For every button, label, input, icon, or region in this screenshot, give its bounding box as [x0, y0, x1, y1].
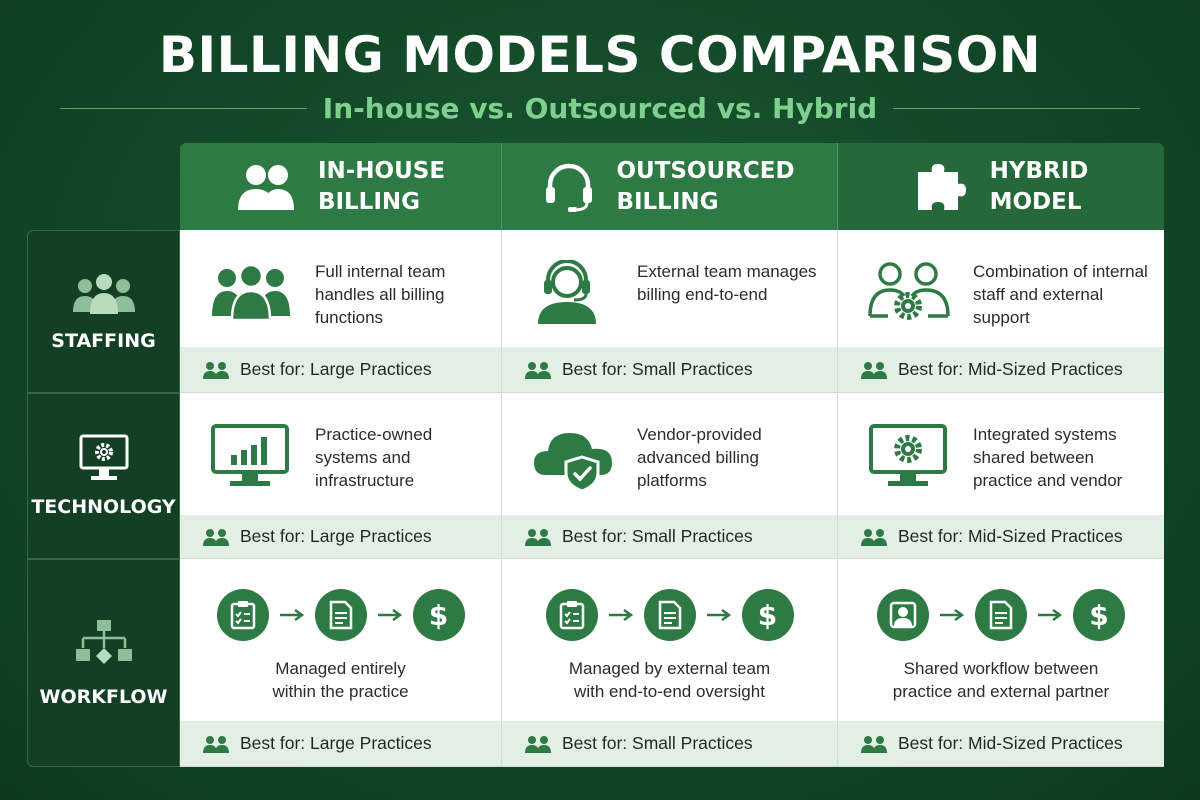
best-for-bar: Best for: Mid-Sized Practices [838, 515, 1164, 558]
cell-description: Shared workflow between practice and ext… [892, 659, 1110, 701]
people-icon [525, 735, 551, 753]
cell-technology-in-house: Practice-owned systems and infrastructur… [180, 393, 502, 559]
arrow-right-icon [608, 608, 634, 622]
cell-description: Integrated systems shared between practi… [973, 425, 1123, 490]
column-title: IN-HOUSE BILLING [317, 157, 446, 215]
monitor-gear-icon [869, 424, 947, 486]
headset-agent-icon [538, 260, 596, 324]
best-for-label: Best for: Mid-Sized Practices [898, 359, 1123, 379]
best-for-label: Best for: Small Practices [562, 526, 753, 546]
cell-description: Managed entirely within the practice [272, 659, 409, 701]
row-header-staffing: STAFFING [27, 230, 180, 393]
column-header-outsourced: OUTSOURCED BILLING [502, 143, 838, 230]
dollar-icon: $ [412, 589, 465, 641]
page-title: BILLING MODELS COMPARISON [158, 26, 1042, 84]
document-icon [975, 589, 1027, 641]
best-for-label: Best for: Mid-Sized Practices [898, 526, 1123, 546]
person-icon [877, 589, 929, 641]
people-group-icon [72, 273, 135, 314]
cell-description: Combination of internal staff and extern… [973, 262, 1148, 327]
arrow-right-icon [706, 608, 732, 622]
people-icon [525, 361, 551, 379]
column-title: OUTSOURCED BILLING [616, 157, 795, 215]
cell-description: Vendor-provided advanced billing platfor… [637, 425, 762, 490]
workflow-steps: $ [838, 589, 1164, 641]
document-icon [314, 589, 367, 641]
column-header-in-house: IN-HOUSE BILLING [180, 143, 502, 230]
monitor-chart-icon [211, 424, 289, 486]
best-for-bar: Best for: Small Practices [502, 515, 837, 558]
best-for-label: Best for: Mid-Sized Practices [898, 733, 1123, 753]
best-for-bar: Best for: Large Practices [180, 347, 501, 392]
workflow-steps: $ [180, 589, 501, 641]
people-icon [203, 361, 229, 379]
cell-staffing-in-house: Full internal team handles all billing f… [180, 230, 502, 393]
cell-workflow-outsourced: $ Managed by external team with end-to-e… [502, 559, 838, 767]
cell-workflow-in-house: $ Managed entirely within the practice B… [180, 559, 502, 767]
column-title: HYBRID MODEL [989, 157, 1089, 215]
team-icon [212, 263, 290, 322]
cell-description: Full internal team handles all billing f… [315, 262, 446, 327]
people-icon [525, 528, 551, 546]
best-for-bar: Best for: Small Practices [502, 347, 837, 392]
headset-icon [546, 163, 593, 212]
cloud-shield-icon [534, 433, 612, 493]
flowchart-icon [75, 620, 132, 664]
best-for-label: Best for: Large Practices [240, 359, 432, 379]
arrow-right-icon [939, 608, 965, 622]
cell-staffing-hybrid: Combination of internal staff and extern… [838, 230, 1164, 393]
best-for-label: Best for: Large Practices [240, 733, 432, 753]
clipboard-icon [216, 589, 269, 641]
best-for-bar: Best for: Mid-Sized Practices [838, 721, 1164, 766]
people-gear-icon [868, 262, 950, 320]
subtitle-row: In-house vs. Outsourced vs. Hybrid [60, 88, 1141, 128]
puzzle-icon [917, 163, 966, 210]
workflow-steps: $ [502, 589, 837, 641]
divider-left [60, 107, 307, 109]
cell-workflow-hybrid: $ Shared workflow between practice and e… [838, 559, 1164, 767]
arrow-right-icon [279, 608, 305, 622]
monitor-gear-icon [79, 434, 128, 480]
best-for-bar: Best for: Large Practices [180, 721, 501, 766]
best-for-label: Best for: Large Practices [240, 526, 432, 546]
row-header-workflow: WORKFLOW [27, 559, 180, 767]
cell-technology-outsourced: Vendor-provided advanced billing platfor… [502, 393, 838, 559]
row-label: WORKFLOW [39, 686, 168, 708]
best-for-bar: Best for: Mid-Sized Practices [838, 347, 1164, 392]
best-for-bar: Best for: Large Practices [180, 515, 501, 558]
dollar-icon: $ [1073, 589, 1125, 641]
row-label: STAFFING [51, 329, 156, 352]
page-subtitle: In-house vs. Outsourced vs. Hybrid [322, 91, 878, 125]
people-icon [861, 361, 887, 379]
divider-right [893, 107, 1141, 109]
best-for-label: Best for: Small Practices [562, 733, 753, 753]
clipboard-icon [545, 589, 598, 641]
best-for-label: Best for: Small Practices [562, 359, 753, 379]
dollar-icon: $ [741, 589, 794, 641]
cell-staffing-outsourced: External team manages billing end-to-end… [502, 230, 838, 393]
people-icon [861, 735, 887, 753]
team-icon [237, 164, 294, 210]
people-icon [203, 735, 229, 753]
best-for-bar: Best for: Small Practices [502, 721, 837, 766]
row-label: TECHNOLOGY [31, 496, 176, 518]
people-icon [203, 528, 229, 546]
document-icon [643, 589, 696, 641]
arrow-right-icon [377, 608, 403, 622]
column-header-hybrid: HYBRID MODEL [838, 143, 1164, 230]
row-header-technology: TECHNOLOGY [27, 393, 180, 559]
cell-description: Practice-owned systems and infrastructur… [315, 425, 433, 490]
people-icon [861, 528, 887, 546]
cell-description: External team manages billing end-to-end [637, 262, 817, 304]
cell-technology-hybrid: Integrated systems shared between practi… [838, 393, 1164, 559]
arrow-right-icon [1037, 608, 1063, 622]
cell-description: Managed by external team with end-to-end… [568, 659, 771, 701]
